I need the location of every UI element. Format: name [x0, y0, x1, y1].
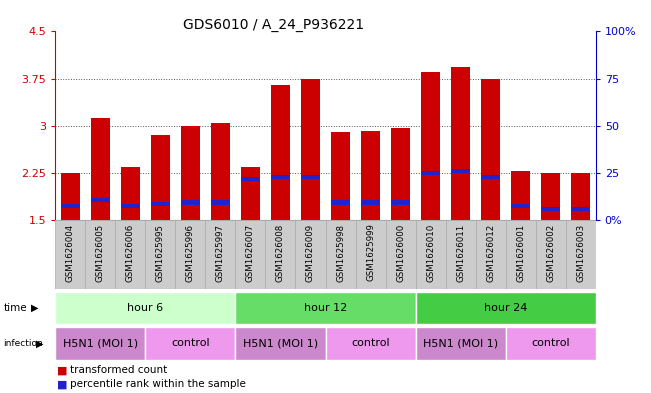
Bar: [55, 292, 236, 324]
Bar: [385, 220, 415, 289]
Text: percentile rank within the sample: percentile rank within the sample: [70, 379, 246, 389]
Bar: [175, 220, 206, 289]
Text: GSM1626001: GSM1626001: [516, 224, 525, 282]
Text: GDS6010 / A_24_P936221: GDS6010 / A_24_P936221: [183, 18, 364, 32]
Text: control: control: [531, 338, 570, 349]
Bar: [301, 175, 320, 179]
Bar: [451, 67, 470, 220]
Bar: [391, 200, 410, 204]
Text: hour 24: hour 24: [484, 303, 527, 313]
Bar: [511, 204, 531, 208]
Bar: [415, 292, 596, 324]
Bar: [571, 173, 590, 220]
Bar: [296, 220, 326, 289]
Bar: [145, 327, 236, 360]
Text: GSM1626000: GSM1626000: [396, 224, 405, 282]
Bar: [206, 220, 236, 289]
Bar: [511, 171, 531, 220]
Bar: [181, 200, 200, 204]
Text: GSM1626011: GSM1626011: [456, 224, 465, 282]
Bar: [61, 173, 80, 220]
Bar: [566, 220, 596, 289]
Text: GSM1626008: GSM1626008: [276, 224, 285, 282]
Text: H5N1 (MOI 1): H5N1 (MOI 1): [62, 338, 138, 349]
Bar: [331, 132, 350, 220]
Bar: [115, 220, 145, 289]
Text: hour 6: hour 6: [128, 303, 163, 313]
Text: GSM1625997: GSM1625997: [216, 224, 225, 281]
Text: GSM1626006: GSM1626006: [126, 224, 135, 282]
Bar: [361, 131, 380, 220]
Bar: [61, 204, 80, 208]
Bar: [120, 204, 140, 208]
Text: GSM1626003: GSM1626003: [576, 224, 585, 282]
Text: GSM1625996: GSM1625996: [186, 224, 195, 281]
Bar: [266, 220, 296, 289]
Bar: [211, 200, 230, 204]
Text: H5N1 (MOI 1): H5N1 (MOI 1): [423, 338, 498, 349]
Bar: [451, 169, 470, 173]
Bar: [481, 175, 501, 179]
Text: infection: infection: [3, 339, 43, 348]
Bar: [241, 167, 260, 220]
Text: ▶: ▶: [36, 338, 44, 349]
Bar: [236, 327, 326, 360]
Bar: [271, 175, 290, 179]
Bar: [150, 202, 170, 206]
Bar: [90, 118, 110, 220]
Text: hour 12: hour 12: [304, 303, 347, 313]
Text: control: control: [171, 338, 210, 349]
Bar: [241, 177, 260, 181]
Text: ■: ■: [57, 379, 68, 389]
Bar: [445, 220, 476, 289]
Bar: [326, 327, 415, 360]
Text: H5N1 (MOI 1): H5N1 (MOI 1): [243, 338, 318, 349]
Text: GSM1625998: GSM1625998: [336, 224, 345, 281]
Text: GSM1625999: GSM1625999: [366, 224, 375, 281]
Text: GSM1626010: GSM1626010: [426, 224, 435, 282]
Bar: [541, 207, 561, 211]
Text: ▶: ▶: [31, 303, 39, 313]
Bar: [145, 220, 175, 289]
Bar: [481, 79, 501, 220]
Bar: [55, 327, 145, 360]
Text: time: time: [3, 303, 27, 313]
Text: GSM1626004: GSM1626004: [66, 224, 75, 282]
Bar: [181, 126, 200, 220]
Bar: [571, 207, 590, 211]
Bar: [541, 173, 561, 220]
Bar: [55, 220, 85, 289]
Bar: [90, 198, 110, 202]
Bar: [421, 72, 440, 220]
Bar: [85, 220, 115, 289]
Text: GSM1626007: GSM1626007: [246, 224, 255, 282]
Bar: [355, 220, 385, 289]
Bar: [271, 85, 290, 220]
Text: transformed count: transformed count: [70, 365, 167, 375]
Bar: [361, 200, 380, 204]
Text: GSM1626012: GSM1626012: [486, 224, 495, 282]
Bar: [391, 128, 410, 220]
Text: GSM1625995: GSM1625995: [156, 224, 165, 281]
Bar: [506, 327, 596, 360]
Bar: [415, 327, 506, 360]
Bar: [326, 220, 355, 289]
Text: GSM1626005: GSM1626005: [96, 224, 105, 282]
Bar: [476, 220, 506, 289]
Bar: [150, 135, 170, 220]
Bar: [421, 171, 440, 175]
Bar: [301, 79, 320, 220]
Text: ■: ■: [57, 365, 68, 375]
Bar: [236, 292, 415, 324]
Bar: [536, 220, 566, 289]
Bar: [120, 167, 140, 220]
Bar: [331, 200, 350, 204]
Bar: [236, 220, 266, 289]
Bar: [506, 220, 536, 289]
Bar: [211, 123, 230, 220]
Text: GSM1626009: GSM1626009: [306, 224, 315, 282]
Text: GSM1626002: GSM1626002: [546, 224, 555, 282]
Bar: [415, 220, 445, 289]
Text: control: control: [352, 338, 390, 349]
